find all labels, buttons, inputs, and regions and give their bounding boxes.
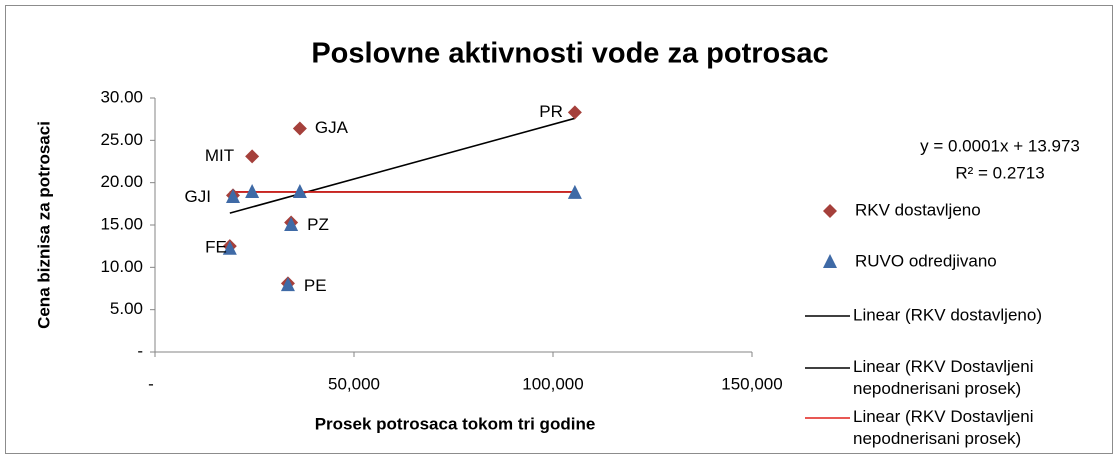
point bbox=[292, 121, 307, 136]
legend-label: Linear (RKV Dostavljeni nepodnerisani pro… bbox=[853, 407, 1033, 448]
legend-label-line: Linear (RKV Dostavljeni bbox=[853, 407, 1033, 426]
trend-equation: y = 0.0001x + 13.973 bbox=[920, 136, 1080, 155]
y-tick-label: 15.00 bbox=[100, 214, 143, 233]
point bbox=[245, 183, 260, 198]
point bbox=[222, 240, 237, 255]
legend-label: RKV dostavljeno bbox=[855, 200, 981, 219]
y-tick-label: 25.00 bbox=[100, 130, 143, 149]
x-tick-label: 50,000 bbox=[328, 374, 380, 393]
y-tick-label: - bbox=[137, 341, 143, 360]
x-tick-label: 150,000 bbox=[721, 374, 782, 393]
y-tick-label: 30.00 bbox=[100, 87, 143, 106]
point bbox=[567, 184, 582, 199]
legend-label-line: Linear (RKV Dostavljeni bbox=[853, 357, 1033, 376]
legend-marker bbox=[823, 204, 837, 218]
legend-label: Linear (RKV Dostavljeni nepodnerisani pro… bbox=[853, 357, 1033, 398]
point bbox=[284, 217, 299, 231]
point bbox=[567, 105, 582, 120]
point bbox=[245, 149, 260, 164]
chart-border bbox=[5, 5, 1113, 454]
trend-r2: R² = 0.2713 bbox=[955, 163, 1044, 182]
legend-label-line: nepodnerisani prosek) bbox=[853, 429, 1021, 448]
y-tick-label: 5.00 bbox=[110, 299, 143, 318]
trendline bbox=[229, 117, 576, 214]
point bbox=[292, 183, 307, 198]
data-label: PZ bbox=[307, 215, 329, 234]
data-label: PR bbox=[539, 102, 563, 121]
legend-label-line: nepodnerisani prosek) bbox=[853, 379, 1021, 398]
y-tick-label: 20.00 bbox=[100, 172, 143, 191]
legend-label: Linear (RKV dostavljeno) bbox=[853, 305, 1042, 324]
x-tick-label: - bbox=[148, 374, 154, 393]
data-label: PE bbox=[304, 276, 327, 295]
data-label: GJI bbox=[185, 187, 211, 206]
y-tick-label: 10.00 bbox=[100, 257, 143, 276]
chart-title: Poslovne aktivnosti vode za potrosac bbox=[311, 38, 828, 70]
y-axis-label: Cena biznisa za potrosaci bbox=[34, 121, 53, 329]
legend-marker bbox=[823, 254, 837, 268]
data-label: GJA bbox=[315, 118, 349, 137]
point bbox=[280, 277, 295, 292]
data-label: MIT bbox=[205, 146, 234, 165]
data-label: FE bbox=[205, 238, 227, 257]
x-tick-label: 100,000 bbox=[522, 374, 583, 393]
point bbox=[226, 189, 241, 204]
legend-label: RUVO odredjivano bbox=[855, 251, 997, 270]
x-axis-label: Prosek potrosaca tokom tri godine bbox=[315, 414, 596, 433]
